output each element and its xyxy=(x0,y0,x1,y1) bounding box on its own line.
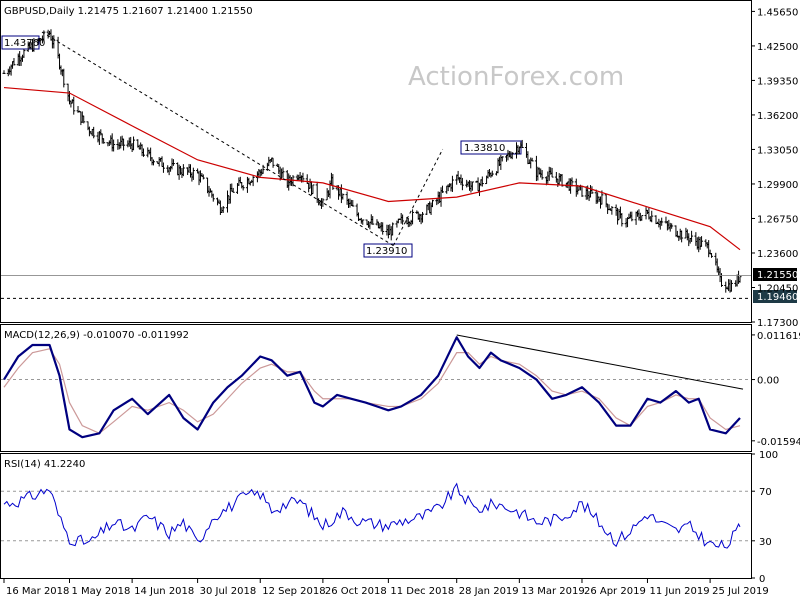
price-trendline xyxy=(41,31,394,247)
price-tick-label: 1.36200 xyxy=(757,111,798,122)
support-level-tag: 1.19460 xyxy=(753,290,798,303)
macd-tick-label: -0.015949 xyxy=(757,437,800,448)
rsi-panel-title: RSI(14) 41.2240 xyxy=(4,459,85,470)
rsi-tick-label: 100 xyxy=(759,450,778,461)
x-tick-label: 26 Oct 2018 xyxy=(325,586,387,597)
x-tick-label: 26 Apr 2019 xyxy=(584,586,646,597)
price-axis-ticks: 1.45650 1.42500 1.39350 1.36200 1.33050 1.299… xyxy=(751,7,798,329)
x-tick-label: 13 Mar 2019 xyxy=(521,586,584,597)
x-tick-label: 16 Mar 2018 xyxy=(6,586,69,597)
macd-signal-line xyxy=(3,348,741,435)
x-tick-label: 30 Jul 2018 xyxy=(200,586,257,597)
price-tick-label: 1.29900 xyxy=(757,180,798,191)
macd-line xyxy=(3,336,741,439)
x-tick-label: 11 Jun 2019 xyxy=(649,586,709,597)
macd-layer: 0.011619 0.00 -0.015949 xyxy=(1,331,800,448)
x-tick-label: 12 Sep 2018 xyxy=(262,586,325,597)
price-tick-label: 1.17300 xyxy=(757,318,798,329)
support-level-tag-box xyxy=(753,290,797,303)
annotation-high-label: 1.43760 xyxy=(4,38,45,49)
x-tick-label: 14 Jun 2018 xyxy=(134,586,194,597)
rsi-tick-label: 30 xyxy=(759,537,772,548)
watermark: ActionForex.com xyxy=(408,62,624,92)
annotation-low-label: 1.23910 xyxy=(366,246,407,257)
macd-tick-label: 0.011619 xyxy=(757,331,800,342)
last-price-tag-box xyxy=(753,268,797,281)
last-price-tag-label: 1.21550 xyxy=(757,270,798,281)
macd-panel-title: MACD(12,26,9) -0.010070 -0.011992 xyxy=(4,330,189,341)
x-tick-label: 11 Dec 2018 xyxy=(390,586,454,597)
price-panel-frame xyxy=(0,0,752,323)
moving-average-line xyxy=(3,86,741,251)
rsi-panel-frame xyxy=(0,453,752,579)
macd-trendline xyxy=(456,334,744,390)
price-bars xyxy=(2,29,742,293)
price-tick-label: 1.23600 xyxy=(757,249,798,260)
price-tick-label: 1.26750 xyxy=(757,214,798,225)
annotation-low: 1.23910 xyxy=(363,243,413,258)
price-tick-label: 1.42500 xyxy=(757,42,798,53)
x-axis: 16 Mar 2018 1 May 2018 14 Jun 2018 30 Jul 2… xyxy=(3,578,769,597)
rsi-line xyxy=(3,482,741,549)
annotation-high: 1.43760 xyxy=(1,35,45,50)
annotation-low-box xyxy=(363,243,413,258)
x-tick-label: 1 May 2018 xyxy=(71,586,130,597)
annotation-mid: 1.33810 xyxy=(460,140,522,155)
rsi-tick-label: 0 xyxy=(759,574,765,585)
price-tick-label: 1.20450 xyxy=(757,283,798,294)
x-tick-label: 25 Jul 2019 xyxy=(712,586,769,597)
price-tick-label: 1.33050 xyxy=(757,145,798,156)
price-lines xyxy=(1,31,751,299)
price-trendline-rebound xyxy=(392,148,444,246)
rsi-layer: 100 70 30 0 xyxy=(1,450,778,585)
support-level-tag-label: 1.19460 xyxy=(757,292,798,303)
price-tick-label: 1.39350 xyxy=(757,76,798,87)
price-panel-title: GBPUSD,Daily 1.21475 1.21607 1.21400 1.2… xyxy=(4,6,253,17)
macd-panel-frame xyxy=(0,324,752,452)
last-price-tag: 1.21550 xyxy=(753,268,798,281)
price-tick-label: 1.45650 xyxy=(757,7,798,18)
rsi-tick-label: 70 xyxy=(759,487,772,498)
macd-tick-label: 0.00 xyxy=(757,376,779,387)
annotation-mid-label: 1.33810 xyxy=(464,143,505,154)
x-tick-label: 28 Jan 2019 xyxy=(459,586,519,597)
